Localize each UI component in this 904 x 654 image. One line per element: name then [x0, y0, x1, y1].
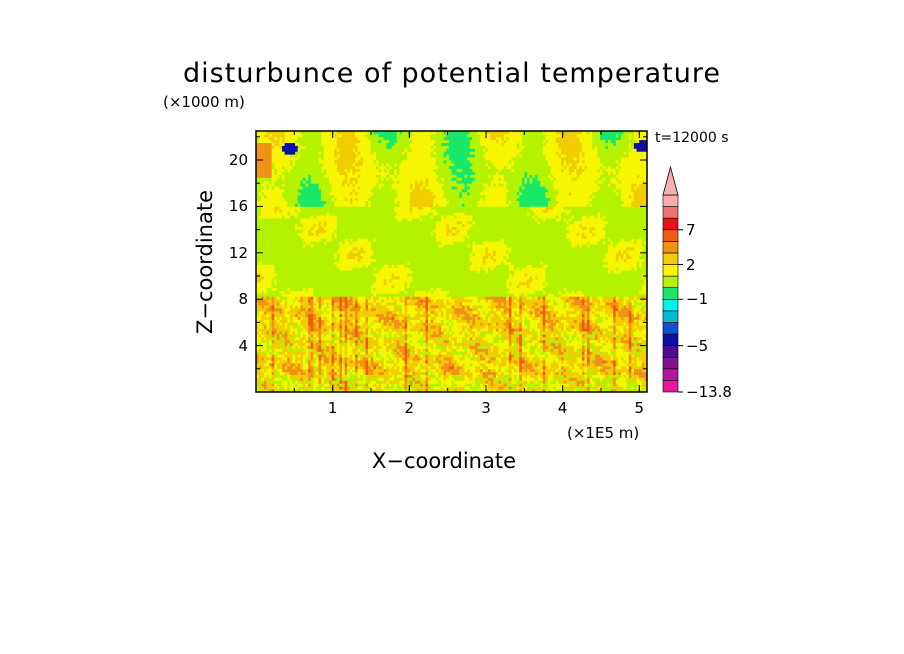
colorbar-tick-label: −13.8: [686, 383, 732, 401]
colorbar-segment: [662, 368, 679, 381]
colorbar-segment: [662, 241, 679, 254]
colorbar-tick-marks: [678, 229, 683, 393]
y-tick-label: 12: [228, 243, 248, 262]
colorbar-extension: [662, 165, 679, 196]
colorbar-segment: [662, 322, 679, 335]
colorbar-segment: [662, 194, 679, 207]
heatmap-cells: [256, 131, 648, 393]
colorbar: [662, 165, 679, 393]
x-tick-label: 2: [404, 399, 415, 417]
colorbar-segment: [662, 333, 679, 346]
y-tick-label: 16: [228, 197, 248, 216]
colorbar-segment: [662, 298, 679, 312]
x-tick-label: 1: [327, 399, 338, 417]
colorbar-segment: [662, 287, 679, 300]
colorbar-tick-label: −1: [686, 290, 709, 309]
colorbar-segment: [662, 229, 679, 242]
x-unit-label: (×1E5 m): [567, 424, 640, 442]
colorbar-segment: [662, 345, 679, 358]
y-tick-label: 20: [228, 151, 248, 169]
colorbar-segment: [662, 380, 679, 393]
colorbar-tick-label: −5: [686, 336, 709, 355]
time-label: t=12000 s: [655, 130, 729, 146]
plot-frame: [255, 130, 648, 393]
y-unit-label: (×1000 m): [163, 93, 245, 111]
colorbar-segment: [662, 275, 679, 289]
axis-ticks: [256, 131, 647, 392]
colorbar-segment: [662, 356, 679, 370]
y-axis-label: Z−coordinate: [193, 190, 217, 334]
x-tick-label: 4: [557, 399, 568, 417]
colorbar-tick-label: 7: [686, 220, 696, 239]
x-tick-label: 5: [634, 399, 645, 417]
x-axis-label: X−coordinate: [372, 449, 516, 473]
y-tick-label: 8: [238, 290, 248, 309]
colorbar-tick-label: 2: [686, 255, 696, 274]
chart-title: disturbunce of potential temperature: [183, 58, 721, 89]
x-tick-label: 3: [481, 399, 491, 417]
colorbar-segment: [662, 310, 679, 323]
y-tick-label: 4: [238, 336, 248, 355]
colorbar-segment: [662, 206, 679, 219]
colorbar-segment: [662, 264, 679, 277]
colorbar-segment: [662, 252, 679, 265]
colorbar-segment: [662, 217, 679, 231]
